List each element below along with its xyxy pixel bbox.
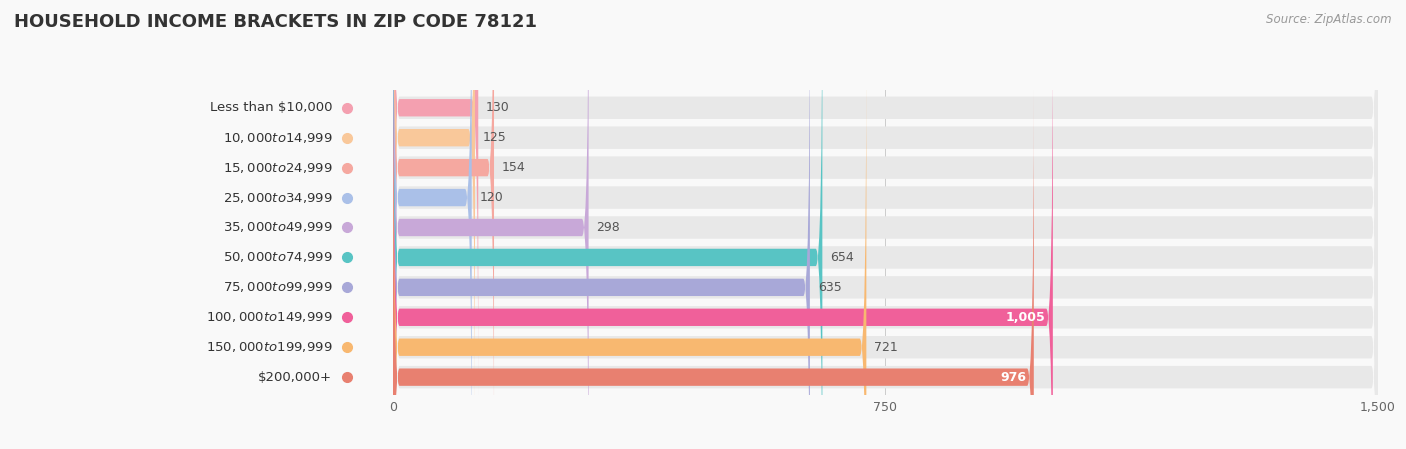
FancyBboxPatch shape (392, 0, 1378, 449)
Text: 635: 635 (818, 281, 842, 294)
FancyBboxPatch shape (392, 0, 1378, 396)
Text: $150,000 to $199,999: $150,000 to $199,999 (205, 340, 332, 354)
FancyBboxPatch shape (392, 0, 1378, 449)
FancyBboxPatch shape (392, 0, 810, 449)
FancyBboxPatch shape (392, 89, 1378, 449)
FancyBboxPatch shape (392, 0, 475, 428)
FancyBboxPatch shape (392, 87, 1033, 449)
FancyBboxPatch shape (392, 0, 823, 449)
FancyBboxPatch shape (392, 0, 1378, 426)
Text: 654: 654 (830, 251, 853, 264)
Text: $50,000 to $74,999: $50,000 to $74,999 (222, 251, 332, 264)
FancyBboxPatch shape (392, 29, 1378, 449)
Text: 976: 976 (1000, 371, 1026, 383)
Text: $75,000 to $99,999: $75,000 to $99,999 (222, 280, 332, 295)
Text: Less than $10,000: Less than $10,000 (209, 101, 332, 114)
FancyBboxPatch shape (392, 0, 1378, 449)
FancyBboxPatch shape (392, 0, 589, 449)
FancyBboxPatch shape (392, 0, 1378, 449)
FancyBboxPatch shape (392, 0, 1378, 449)
Text: $200,000+: $200,000+ (259, 371, 332, 383)
Text: 130: 130 (486, 101, 510, 114)
FancyBboxPatch shape (392, 0, 478, 398)
Text: 721: 721 (875, 341, 898, 354)
Text: $15,000 to $24,999: $15,000 to $24,999 (222, 161, 332, 175)
Text: 1,005: 1,005 (1005, 311, 1045, 324)
Text: 154: 154 (502, 161, 526, 174)
Text: $25,000 to $34,999: $25,000 to $34,999 (222, 190, 332, 205)
Text: 120: 120 (479, 191, 503, 204)
Text: 125: 125 (482, 131, 506, 144)
FancyBboxPatch shape (392, 59, 1378, 449)
FancyBboxPatch shape (392, 0, 494, 449)
Text: $100,000 to $149,999: $100,000 to $149,999 (205, 310, 332, 324)
FancyBboxPatch shape (392, 57, 866, 449)
FancyBboxPatch shape (392, 0, 471, 449)
FancyBboxPatch shape (392, 26, 1053, 449)
Text: 298: 298 (596, 221, 620, 234)
Text: $35,000 to $49,999: $35,000 to $49,999 (222, 220, 332, 234)
Text: $10,000 to $14,999: $10,000 to $14,999 (222, 131, 332, 145)
Text: HOUSEHOLD INCOME BRACKETS IN ZIP CODE 78121: HOUSEHOLD INCOME BRACKETS IN ZIP CODE 78… (14, 13, 537, 31)
Text: Source: ZipAtlas.com: Source: ZipAtlas.com (1267, 13, 1392, 26)
